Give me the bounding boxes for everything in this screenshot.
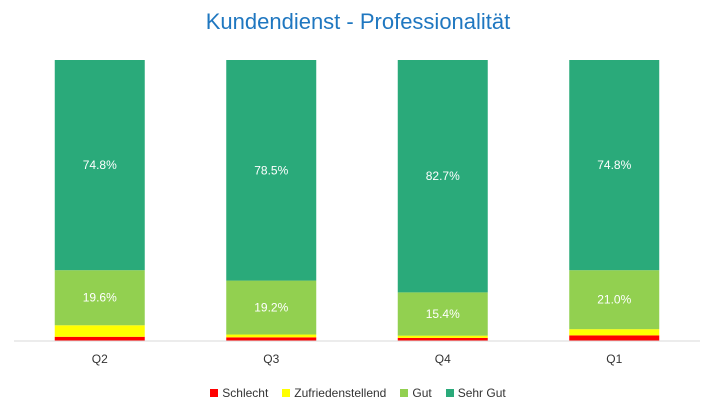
bar-segment-q1-zufriedenstellend — [569, 329, 660, 336]
data-label-q1-gut: 21.0% — [597, 293, 631, 307]
data-label-q2-sehr-gut: 74.8% — [83, 158, 117, 172]
legend-label: Zufriedenstellend — [294, 386, 387, 400]
bar-segment-q3-schlecht — [226, 337, 317, 341]
bar-segment-q4-sehr-gut — [397, 60, 488, 293]
bar-segment-q3-gut — [226, 280, 317, 335]
bar-segment-q2-sehr-gut — [54, 60, 145, 271]
bar-segment-q4-zufriedenstellend — [397, 335, 488, 338]
legend: Schlecht Zufriedenstellend Gut Sehr Gut — [0, 386, 716, 400]
bar-segment-q3-sehr-gut — [226, 60, 317, 281]
legend-label: Gut — [412, 386, 432, 400]
bar-segment-q2-zufriedenstellend — [54, 325, 145, 337]
legend-swatch — [400, 389, 409, 397]
data-label-q1-sehr-gut: 74.8% — [597, 158, 631, 172]
data-labels: 19.6% 74.8% 19.2% 78.5% 15.4% 82.7% 21.0% 74.8% — [83, 158, 632, 321]
x-tick-label-q2: Q2 — [92, 352, 108, 366]
legend-item-sehr-gut: Sehr Gut — [445, 386, 506, 400]
legend-item-gut: Gut — [400, 386, 432, 400]
bar-segment-q3-zufriedenstellend — [226, 334, 317, 338]
chart-title: Kundendienst - Professionalität — [205, 9, 511, 34]
data-label-q4-gut: 15.4% — [426, 307, 460, 321]
data-label-q3-sehr-gut: 78.5% — [254, 163, 288, 177]
bar-segment-q1-sehr-gut — [569, 60, 660, 271]
bar-segment-q1-gut — [569, 270, 660, 330]
x-tick-label-q3: Q3 — [263, 352, 279, 366]
legend-swatch — [445, 389, 454, 397]
bar-segment-q4-schlecht — [397, 337, 488, 341]
x-tick-label-q4: Q4 — [435, 352, 451, 366]
bar-segment-q2-gut — [54, 270, 145, 326]
legend-item-zufriedenstellend: Zufriedenstellend — [282, 386, 386, 400]
x-tick-label-q1: Q1 — [606, 352, 622, 366]
legend-label: Sehr Gut — [457, 386, 506, 400]
data-label-q4-sehr-gut: 82.7% — [426, 169, 460, 183]
legend-item-schlecht: Schlecht — [210, 386, 268, 400]
bars-group — [54, 60, 660, 341]
bar-segment-q1-schlecht — [569, 335, 660, 341]
legend-swatch — [282, 389, 291, 397]
legend-label: Schlecht — [222, 386, 269, 400]
legend-swatch — [210, 389, 219, 397]
bar-segment-q2-schlecht — [54, 336, 145, 341]
data-label-q3-gut: 19.2% — [254, 301, 288, 315]
bar-segment-q4-gut — [397, 292, 488, 336]
data-label-q2-gut: 19.6% — [83, 291, 117, 305]
x-tick-labels: Q2 Q3 Q4 Q1 — [92, 352, 623, 366]
